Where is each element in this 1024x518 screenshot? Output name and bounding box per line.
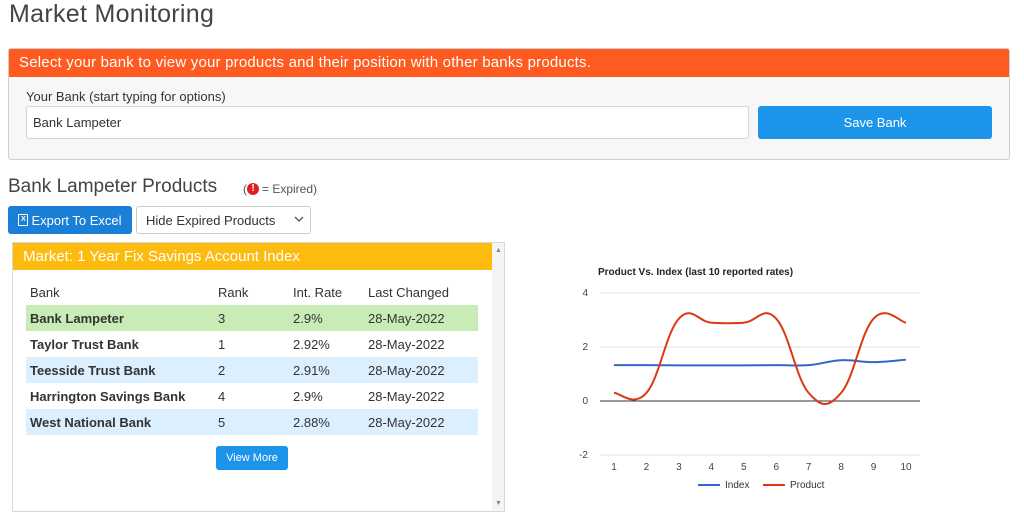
excel-file-icon: X xyxy=(18,214,29,226)
market-card-title: Market: 1 Year Fix Savings Account Index xyxy=(13,243,504,270)
chart-title: Product Vs. Index (last 10 reported rate… xyxy=(598,267,793,278)
product-vs-index-chart: Product Vs. Index (last 10 reported rate… xyxy=(579,267,920,491)
bank-cell: Teesside Trust Bank xyxy=(30,362,156,378)
y-tick-label: 0 xyxy=(582,396,588,407)
rank-cell: 1 xyxy=(218,336,226,352)
x-tick-label: 2 xyxy=(644,462,650,473)
x-tick-label: 3 xyxy=(676,462,682,473)
x-tick-label: 5 xyxy=(741,462,747,473)
legend-label-product: Product xyxy=(790,480,825,491)
column-header-bank: Bank xyxy=(30,284,60,300)
bank-cell: Harrington Savings Bank xyxy=(30,388,186,404)
rate-cell: 2.88% xyxy=(293,414,330,430)
rate-cell: 2.9% xyxy=(293,310,323,326)
x-tick-label: 4 xyxy=(709,462,715,473)
market-table: Bank Rank Int. Rate Last Changed Bank La… xyxy=(26,279,478,435)
y-tick-label: 4 xyxy=(582,288,588,299)
market-card: Market: 1 Year Fix Savings Account Index… xyxy=(12,242,505,512)
x-tick-label: 9 xyxy=(871,462,877,473)
scroll-down-icon[interactable]: ▼ xyxy=(495,500,502,507)
bank-field-label: Your Bank (start typing for options) xyxy=(26,89,226,104)
date-cell: 28-May-2022 xyxy=(368,362,445,378)
save-bank-button[interactable]: Save Bank xyxy=(758,106,992,139)
bank-panel-header: Select your bank to view your products a… xyxy=(9,49,1009,77)
table-row[interactable]: Teesside Trust Bank 2 2.91% 28-May-2022 xyxy=(26,357,478,383)
x-tick-label: 6 xyxy=(773,462,779,473)
table-row[interactable]: Bank Lampeter 3 2.9% 28-May-2022 xyxy=(26,305,478,331)
x-tick-label: 7 xyxy=(806,462,812,473)
bank-cell: Bank Lampeter xyxy=(30,310,124,326)
bank-selection-panel: Select your bank to view your products a… xyxy=(8,48,1010,160)
rate-cell: 2.92% xyxy=(293,336,330,352)
products-heading: Bank Lampeter Products xyxy=(8,176,218,197)
expired-note-text: = Expired) xyxy=(262,182,318,196)
chevron-down-icon xyxy=(294,216,304,222)
expired-filter-value: Hide Expired Products xyxy=(146,212,276,228)
series-line-index xyxy=(613,358,907,367)
column-header-rate: Int. Rate xyxy=(293,284,343,300)
rate-cell: 2.91% xyxy=(293,362,330,378)
exclamation-circle-icon: ! xyxy=(247,183,259,195)
bank-cell: Taylor Trust Bank xyxy=(30,336,139,352)
x-tick-label: 8 xyxy=(838,462,844,473)
table-header-row: Bank Rank Int. Rate Last Changed xyxy=(26,279,478,305)
rate-cell: 2.9% xyxy=(293,388,323,404)
legend-label-index: Index xyxy=(725,480,749,491)
series-line-product xyxy=(613,312,907,406)
bank-cell: West National Bank xyxy=(30,414,152,430)
date-cell: 28-May-2022 xyxy=(368,388,445,404)
table-row[interactable]: West National Bank 5 2.88% 28-May-2022 xyxy=(26,409,478,435)
table-row[interactable]: Taylor Trust Bank 1 2.92% 28-May-2022 xyxy=(26,331,478,357)
rank-cell: 4 xyxy=(218,388,226,404)
column-header-rank: Rank xyxy=(218,284,249,300)
expired-legend: ( ! = Expired) xyxy=(243,182,317,196)
rank-cell: 5 xyxy=(218,414,226,430)
y-tick-label: -2 xyxy=(579,450,588,461)
x-tick-label: 10 xyxy=(900,462,912,473)
rank-cell: 2 xyxy=(218,362,226,378)
scroll-up-icon[interactable]: ▲ xyxy=(495,247,502,254)
bank-search-input[interactable] xyxy=(26,106,749,139)
expired-note-open: ( xyxy=(243,182,247,196)
expired-filter-select[interactable]: Hide Expired Products xyxy=(136,206,311,234)
export-to-excel-button[interactable]: X Export To Excel xyxy=(8,206,132,234)
date-cell: 28-May-2022 xyxy=(368,414,445,430)
date-cell: 28-May-2022 xyxy=(368,336,445,352)
export-label: Export To Excel xyxy=(31,212,122,228)
page-title: Market Monitoring xyxy=(9,0,215,28)
column-header-last-changed: Last Changed xyxy=(368,284,449,300)
table-row[interactable]: Harrington Savings Bank 4 2.9% 28-May-20… xyxy=(26,383,478,409)
rank-cell: 3 xyxy=(218,310,226,326)
market-card-scrollbar[interactable]: ▲ ▼ xyxy=(492,243,504,511)
y-tick-label: 2 xyxy=(582,342,588,353)
date-cell: 28-May-2022 xyxy=(368,310,445,326)
x-tick-label: 1 xyxy=(611,462,617,473)
view-more-button[interactable]: View More xyxy=(216,446,288,470)
